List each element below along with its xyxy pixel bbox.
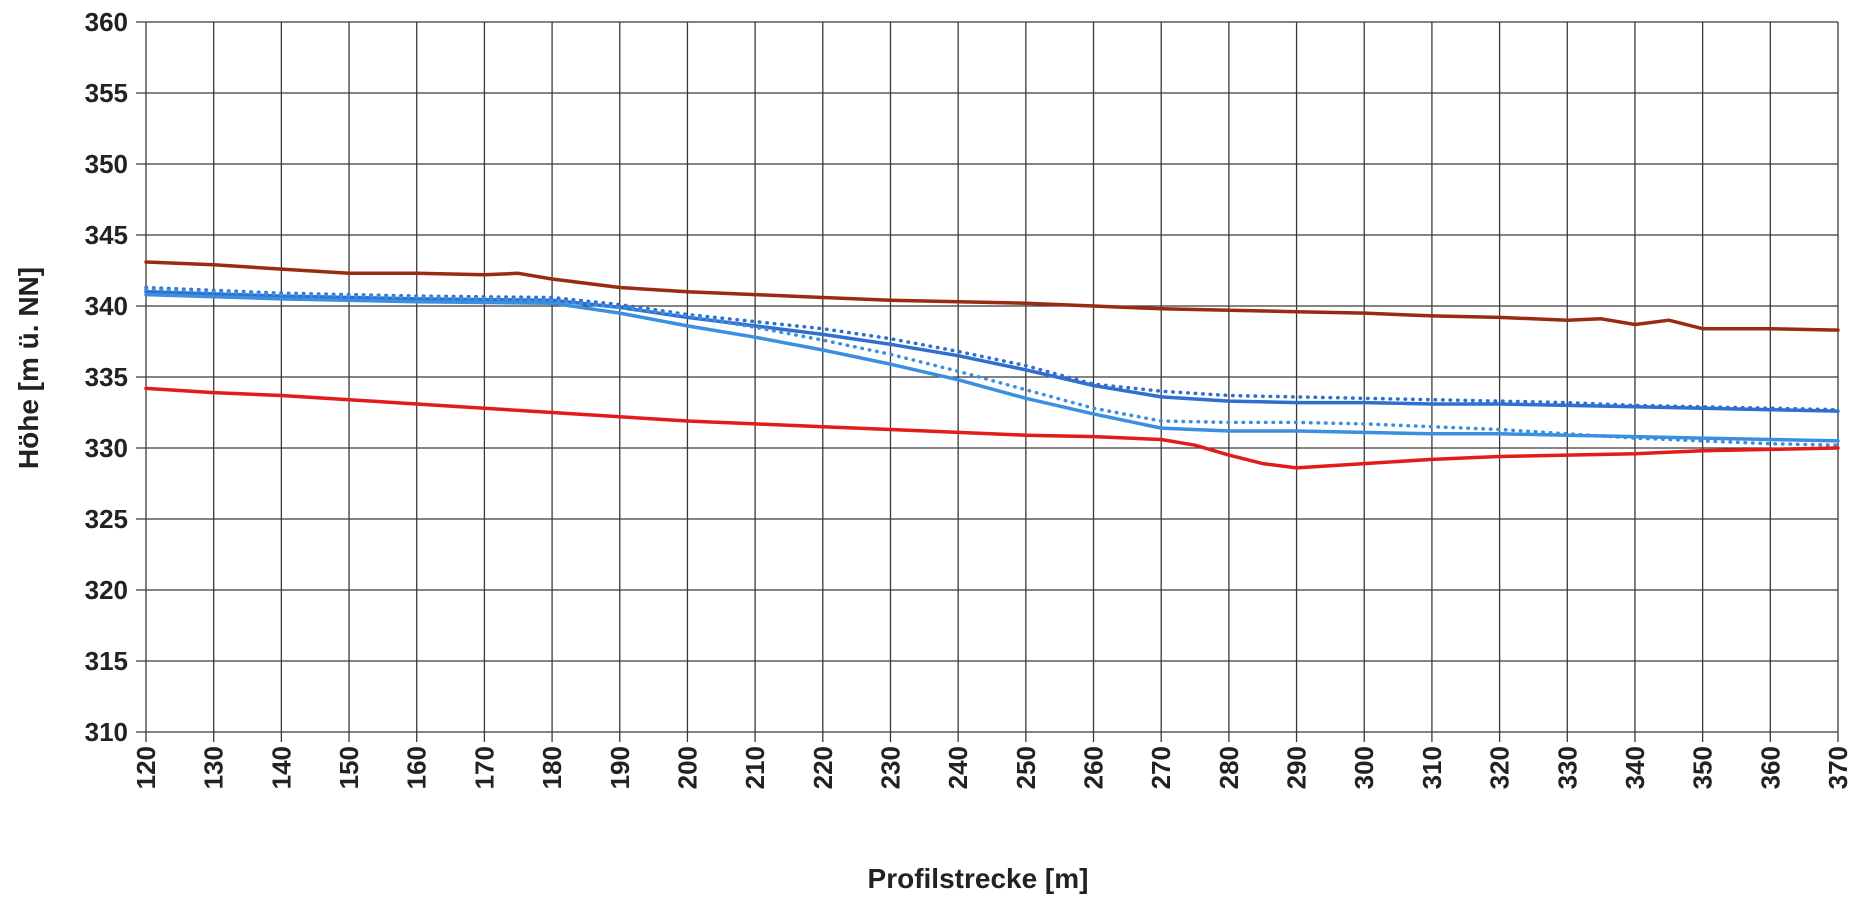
series-line-1	[144, 260, 1840, 332]
x-tick-label: 140	[266, 746, 296, 789]
y-tick-label: 315	[85, 646, 128, 676]
x-tick-label: 130	[199, 746, 229, 789]
y-tick-label: 350	[85, 149, 128, 179]
x-tick-label: 350	[1688, 746, 1718, 789]
series-group	[144, 260, 1840, 470]
x-tick-label: 120	[131, 746, 161, 789]
x-tick-label: 300	[1349, 746, 1379, 789]
x-tick-label: 320	[1485, 746, 1515, 789]
x-tick-label: 160	[402, 746, 432, 789]
x-tick-label: 210	[740, 746, 770, 789]
x-axis-title: Profilstrecke [m]	[868, 863, 1089, 894]
y-axis-title: Höhe [m ü. NN]	[13, 267, 44, 469]
x-tick-labels: 120 130 140 150 160 170 180 190 200 210 220 230 240 2…	[131, 746, 1853, 789]
y-tick-label: 335	[85, 362, 128, 392]
x-tick-label: 310	[1417, 746, 1447, 789]
series-line-2	[144, 285, 1840, 412]
y-tick-label: 340	[85, 291, 128, 321]
x-tick-label: 280	[1214, 746, 1244, 789]
x-tick-label: 360	[1755, 746, 1785, 789]
x-tick-label: 330	[1552, 746, 1582, 789]
x-tick-label: 220	[808, 746, 838, 789]
y-tick-labels: 310 315 320 325 330 335 340 345 350 355 360	[85, 7, 128, 747]
series-line-6	[144, 386, 1840, 470]
y-tick-label: 325	[85, 504, 128, 534]
x-tick-label: 150	[334, 746, 364, 789]
x-tick-label: 200	[672, 746, 702, 789]
x-tick-label: 240	[943, 746, 973, 789]
x-tick-label: 190	[605, 746, 635, 789]
x-tick-label: 270	[1146, 746, 1176, 789]
x-tick-label: 180	[537, 746, 567, 789]
x-tick-label: 230	[875, 746, 905, 789]
x-tick-label: 170	[469, 746, 499, 789]
series-line-5	[144, 287, 1840, 447]
y-tick-label: 355	[85, 78, 128, 108]
x-tick-label: 340	[1620, 746, 1650, 789]
x-tick-label: 370	[1823, 746, 1853, 789]
y-tick-label: 310	[85, 717, 128, 747]
y-tick-label: 330	[85, 433, 128, 463]
grid	[136, 21, 1839, 742]
x-tick-label: 250	[1011, 746, 1041, 789]
y-tick-label: 320	[85, 575, 128, 605]
x-tick-label: 290	[1282, 746, 1312, 789]
y-tick-label: 345	[85, 220, 128, 250]
x-tick-label: 260	[1079, 746, 1109, 789]
y-tick-label: 360	[85, 7, 128, 37]
